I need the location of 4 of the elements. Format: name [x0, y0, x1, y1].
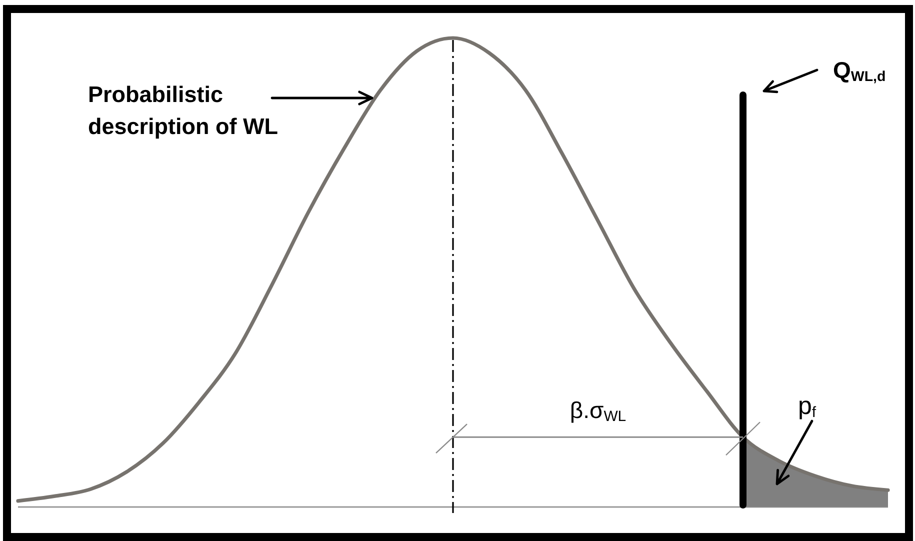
annotation: p$_{f}$ [798, 392, 817, 422]
annotation: Q$_{WL,d}$ [833, 57, 886, 86]
annotation: β.σ$_{WL}$ [570, 397, 626, 426]
annotation: Probabilistic description of WL [88, 82, 278, 139]
